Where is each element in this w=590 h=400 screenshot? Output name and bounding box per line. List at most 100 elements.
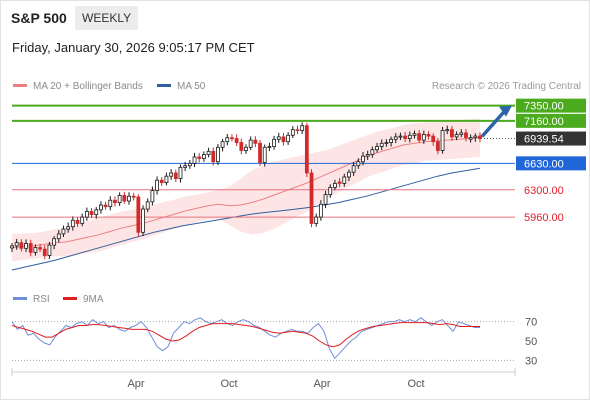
symbol-title: S&P 500 <box>11 10 67 26</box>
level-tag-label: 7160.00 <box>524 116 564 128</box>
candle-body <box>155 179 159 192</box>
candle-body <box>47 244 52 256</box>
candle-body <box>80 216 85 224</box>
x-tick-label: Oct <box>407 378 424 390</box>
level-tag-label: 6300.00 <box>524 185 564 197</box>
candle-body <box>440 130 445 151</box>
level-tag-resistance: 7350.00 <box>516 98 586 113</box>
legend-rsi-ma-label: 9MA <box>83 294 104 305</box>
timestamp: Friday, January 30, 2026 9:05:17 PM CET <box>12 40 255 55</box>
candle-body <box>450 129 454 138</box>
candle-body <box>70 219 75 228</box>
level-tag-label: 6630.00 <box>524 158 564 170</box>
level-tag-resistance: 7160.00 <box>516 113 586 128</box>
rsi-ma-line <box>11 322 480 348</box>
candle-body <box>201 154 206 159</box>
candle-body <box>473 135 478 139</box>
candle-body <box>276 136 281 140</box>
candle-body <box>141 208 145 233</box>
level-tag-bg <box>516 156 586 171</box>
legend-ma50: MA 50 <box>157 81 205 92</box>
candle-body <box>431 135 436 143</box>
candle-body <box>216 146 220 163</box>
candle-body <box>370 149 375 155</box>
x-tick-label: Oct <box>220 378 237 390</box>
candle-body <box>412 133 417 136</box>
timeframe-button[interactable]: WEEKLY <box>75 6 139 30</box>
level-tag-label: 6939.54 <box>524 134 564 146</box>
candle-body <box>468 137 473 140</box>
level-tag-support: 5960.00 <box>524 212 564 224</box>
candle-body <box>197 156 202 159</box>
rsi-tick-label: 70 <box>525 317 537 329</box>
candle-body <box>384 142 389 144</box>
candle-body <box>365 154 370 157</box>
candle-body <box>187 162 192 167</box>
candle-body <box>230 137 234 140</box>
candle-body <box>464 132 468 139</box>
legend-ma20: MA 20 + Bollinger Bands <box>13 81 143 92</box>
candle-body <box>183 165 188 168</box>
level-tag-support: 6300.00 <box>524 185 564 197</box>
candle-body <box>99 204 103 211</box>
ma20-line <box>11 137 481 248</box>
ma50-swatch-icon <box>157 83 171 87</box>
candle-body <box>244 146 248 151</box>
candle-body <box>28 243 33 253</box>
candle-body <box>356 161 361 167</box>
candle-body <box>75 219 80 224</box>
candle-body <box>61 228 66 235</box>
ma20-swatch-icon <box>13 83 27 87</box>
candle-body <box>286 134 291 143</box>
level-tag-bg <box>516 98 586 113</box>
candle-body <box>333 182 337 188</box>
forecast-arrow-icon <box>480 108 508 138</box>
ma50-line <box>11 167 481 271</box>
candle-body <box>417 133 422 141</box>
candle-body <box>398 135 403 138</box>
candle-body <box>94 209 99 216</box>
candle-body <box>234 138 239 143</box>
candle-body <box>281 136 286 143</box>
candle-body <box>478 135 482 139</box>
research-credit: Research © 2026 Trading Central <box>431 81 581 92</box>
candle-body <box>192 156 197 164</box>
candle-body <box>300 125 305 131</box>
candle-body <box>220 141 225 148</box>
candle-body <box>145 201 150 210</box>
candle-body <box>113 199 117 204</box>
candle-body <box>38 247 42 250</box>
candle-body <box>131 195 136 198</box>
candle-body <box>14 242 19 247</box>
candle-body <box>393 136 398 140</box>
legend-rsi: RSI <box>13 294 50 305</box>
rsi-swatch-icon <box>13 296 27 300</box>
candle-body <box>421 134 426 141</box>
forecast-arrowhead-icon <box>499 105 512 117</box>
candle-body <box>122 195 127 202</box>
candle-body <box>56 233 61 240</box>
rsi-line <box>11 317 480 360</box>
candle-body <box>33 247 38 253</box>
rsi-tick-label: 50 <box>525 336 537 348</box>
candle-body <box>361 155 365 163</box>
level-tag-label: 7350.00 <box>524 101 564 113</box>
x-tick-label: Apr <box>313 378 330 390</box>
candle-body <box>290 129 295 136</box>
candle-body <box>258 142 262 163</box>
candle-body <box>389 138 393 143</box>
candle-body <box>342 176 347 184</box>
candle-body <box>253 139 258 144</box>
candle-body <box>150 190 155 203</box>
candle-body <box>314 216 319 224</box>
candle-body <box>426 134 431 137</box>
candle-body <box>304 125 309 174</box>
candle-body <box>318 203 323 218</box>
candle-body <box>239 142 244 151</box>
rsi-tick-label: 30 <box>525 355 537 367</box>
legend-rsi-ma: 9MA <box>63 294 104 305</box>
candle-body <box>459 132 464 135</box>
candle-body <box>379 142 384 147</box>
candle-body <box>347 171 351 178</box>
